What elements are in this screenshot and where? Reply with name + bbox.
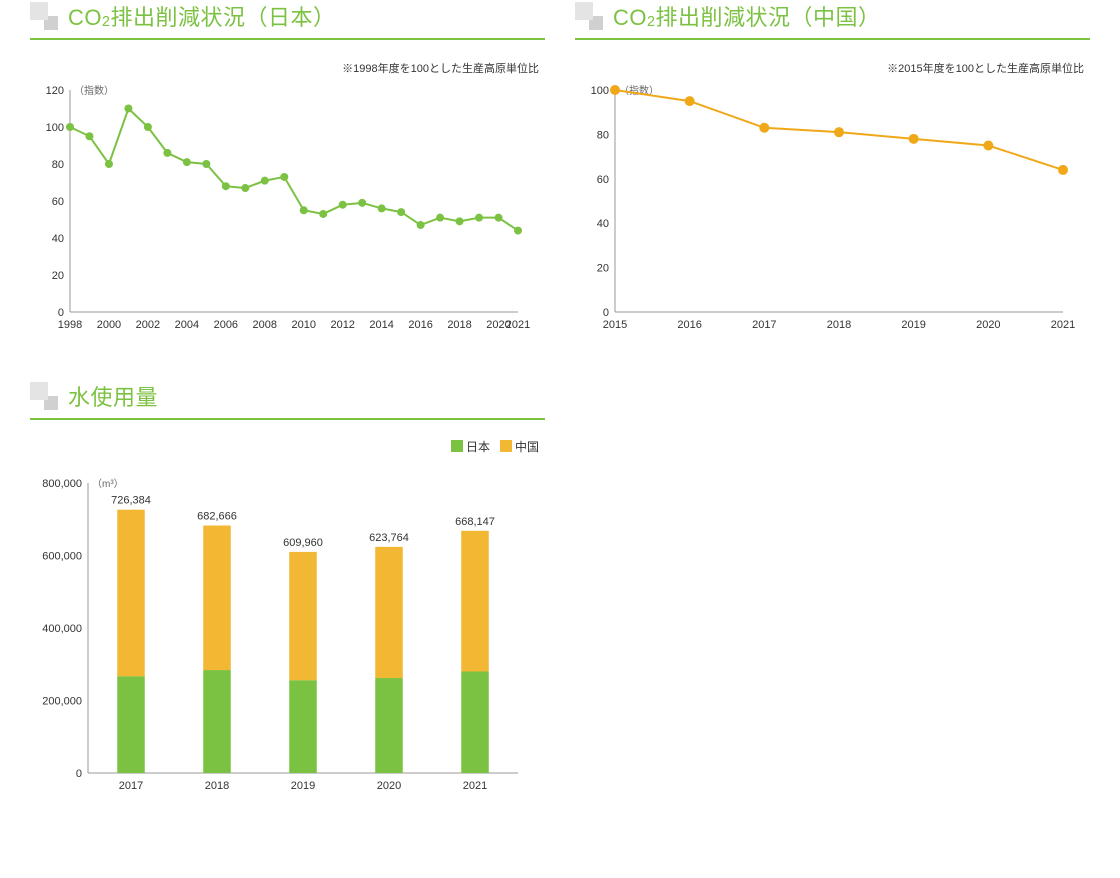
svg-text:2006: 2006 [214, 319, 238, 331]
svg-text:60: 60 [597, 174, 609, 186]
svg-text:60: 60 [52, 196, 64, 208]
chart-note: ※2015年度を100とした生産高原単位比 [575, 60, 1084, 76]
svg-text:2019: 2019 [291, 780, 315, 792]
svg-text:100: 100 [46, 122, 64, 134]
svg-text:2000: 2000 [97, 319, 121, 331]
svg-text:2012: 2012 [330, 319, 354, 331]
bar-chart-water: 0 200,000 400,000 600,000 800,000 （m³） 726,384… [30, 459, 530, 799]
svg-text:0: 0 [58, 307, 64, 319]
svg-text:668,147: 668,147 [455, 516, 495, 528]
svg-text:2019: 2019 [901, 319, 925, 331]
svg-text:（指数）: （指数） [74, 84, 114, 97]
legend-swatch [500, 440, 512, 452]
panel-title: CO2排出削減状況（中国） [613, 0, 880, 32]
squares-icon [575, 2, 603, 30]
svg-text:20: 20 [597, 263, 609, 275]
svg-text:726,384: 726,384 [111, 495, 151, 507]
svg-text:2020: 2020 [377, 780, 401, 792]
svg-text:2021: 2021 [463, 780, 487, 792]
svg-text:800,000: 800,000 [42, 478, 82, 490]
svg-text:609,960: 609,960 [283, 537, 323, 549]
svg-text:40: 40 [597, 218, 609, 230]
svg-text:682,666: 682,666 [197, 511, 237, 523]
svg-text:623,764: 623,764 [369, 532, 409, 544]
panel-header: CO2排出削減状況（日本） [30, 0, 545, 40]
squares-icon [30, 382, 58, 410]
panel-title: CO2排出削減状況（日本） [68, 0, 335, 32]
svg-text:2018: 2018 [205, 780, 229, 792]
svg-text:2016: 2016 [677, 319, 701, 331]
svg-text:120: 120 [46, 85, 64, 97]
svg-text:600,000: 600,000 [42, 551, 82, 563]
svg-text:40: 40 [52, 233, 64, 245]
line-chart-japan: 0 20 40 60 80 100 120 （指数） 1998 2000 2002 2004 2006 2… [30, 80, 530, 340]
panel-china-co2: CO2排出削減状況（中国） ※2015年度を100とした生産高原単位比 0 20 4… [575, 0, 1090, 340]
svg-text:2016: 2016 [408, 319, 432, 331]
panel-header: CO2排出削減状況（中国） [575, 0, 1090, 40]
svg-text:100: 100 [591, 85, 609, 97]
svg-text:2021: 2021 [506, 319, 530, 331]
panel-header: 水使用量 [30, 380, 545, 420]
svg-text:2008: 2008 [253, 319, 277, 331]
svg-text:2015: 2015 [603, 319, 627, 331]
svg-text:2014: 2014 [369, 319, 393, 331]
legend-label: 中国 [515, 440, 539, 454]
svg-text:2017: 2017 [752, 319, 776, 331]
legend-swatch [451, 440, 463, 452]
svg-text:2018: 2018 [827, 319, 851, 331]
svg-text:2018: 2018 [447, 319, 471, 331]
chart-note: ※1998年度を100とした生産高原単位比 [30, 60, 539, 76]
svg-text:200,000: 200,000 [42, 696, 82, 708]
panel-title: 水使用量 [68, 380, 158, 412]
svg-text:2002: 2002 [136, 319, 160, 331]
svg-text:400,000: 400,000 [42, 623, 82, 635]
svg-text:2004: 2004 [175, 319, 199, 331]
squares-icon [30, 2, 58, 30]
svg-text:2021: 2021 [1051, 319, 1075, 331]
svg-text:2010: 2010 [291, 319, 315, 331]
svg-text:0: 0 [603, 307, 609, 319]
svg-text:2017: 2017 [119, 780, 143, 792]
svg-text:0: 0 [76, 768, 82, 780]
svg-text:2020: 2020 [976, 319, 1000, 331]
svg-text:80: 80 [52, 159, 64, 171]
svg-text:（m³）: （m³） [92, 478, 124, 490]
svg-text:20: 20 [52, 270, 64, 282]
line-chart-china: 020406080100（指数）201520162017201820192020… [575, 80, 1075, 340]
svg-text:80: 80 [597, 129, 609, 141]
panel-water: 水使用量 日本 中国 0 200,000 400,000 600,000 800,000 （… [30, 380, 545, 799]
legend-label: 日本 [466, 440, 490, 454]
panel-japan-co2: CO2排出削減状況（日本） ※1998年度を100とした生産高原単位比 0 20 4… [30, 0, 545, 340]
svg-text:1998: 1998 [58, 319, 82, 331]
chart-legend: 日本 中国 [30, 438, 539, 455]
